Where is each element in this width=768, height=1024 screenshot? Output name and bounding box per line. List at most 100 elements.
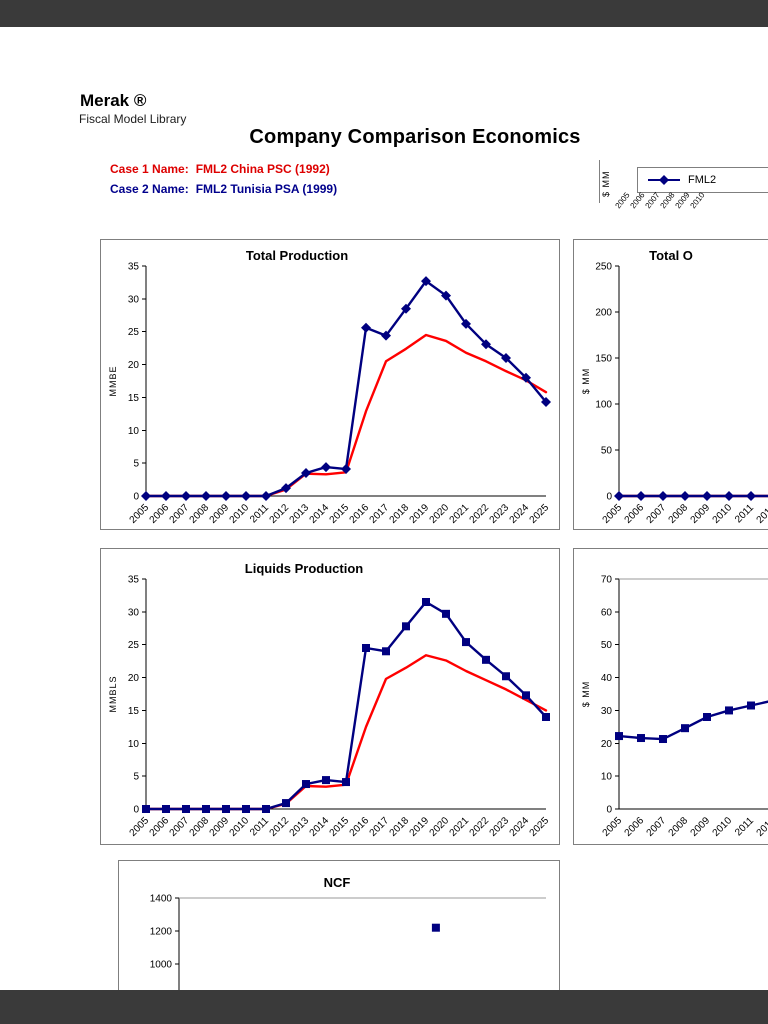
svg-text:70: 70 bbox=[601, 575, 613, 586]
svg-text:2005: 2005 bbox=[128, 815, 152, 839]
svg-text:2006: 2006 bbox=[148, 502, 172, 526]
svg-text:2008: 2008 bbox=[188, 815, 212, 839]
svg-text:2010: 2010 bbox=[711, 815, 735, 839]
svg-text:50: 50 bbox=[601, 640, 613, 651]
chart-svg: Total ProductionMMBE05101520253035200520… bbox=[108, 248, 552, 526]
legend-box: FML2 bbox=[637, 167, 768, 193]
svg-text:2020: 2020 bbox=[428, 815, 452, 839]
svg-text:2011: 2011 bbox=[733, 815, 756, 838]
svg-text:30: 30 bbox=[601, 706, 613, 717]
svg-text:10: 10 bbox=[601, 772, 613, 783]
svg-text:2017: 2017 bbox=[368, 502, 392, 526]
svg-text:2012: 2012 bbox=[755, 502, 768, 526]
svg-text:20: 20 bbox=[128, 673, 140, 684]
case2-row: Case 2 Name: FML2 Tunisia PSA (1999) bbox=[110, 182, 337, 196]
svg-text:2005: 2005 bbox=[601, 815, 625, 839]
case1-label: Case 1 Name: bbox=[110, 162, 189, 176]
chart-total-production: Total Production MMBE 0 5 10 15 20 25 30 35 2005 20… bbox=[100, 239, 560, 530]
svg-text:2005: 2005 bbox=[601, 502, 625, 526]
svg-text:2020: 2020 bbox=[428, 502, 452, 526]
svg-text:5: 5 bbox=[133, 772, 139, 783]
svg-text:2006: 2006 bbox=[623, 502, 647, 526]
svg-text:2012: 2012 bbox=[755, 815, 768, 839]
svg-text:150: 150 bbox=[595, 354, 612, 365]
svg-text:250: 250 bbox=[595, 262, 612, 273]
svg-text:20: 20 bbox=[128, 360, 140, 371]
svg-text:30: 30 bbox=[128, 294, 140, 305]
svg-text:25: 25 bbox=[128, 327, 140, 338]
svg-text:$ MM: $ MM bbox=[581, 368, 591, 395]
svg-text:2010: 2010 bbox=[228, 815, 252, 839]
legend-fragment-xticks: 2005 2006 2007 2008 2009 2010 bbox=[613, 190, 768, 222]
svg-text:2024: 2024 bbox=[508, 502, 532, 526]
case1-value: FML2 China PSC (1992) bbox=[195, 162, 330, 176]
svg-text:2023: 2023 bbox=[488, 502, 512, 526]
chart-svg: $ MM010203040506070200520062007200820092… bbox=[581, 575, 768, 839]
legend-fragment-ylabel: $ MM bbox=[601, 170, 611, 198]
svg-text:2008: 2008 bbox=[667, 502, 691, 526]
svg-text:10: 10 bbox=[128, 739, 140, 750]
svg-text:2014: 2014 bbox=[308, 815, 332, 839]
svg-text:0: 0 bbox=[133, 492, 139, 503]
svg-text:2011: 2011 bbox=[248, 815, 271, 838]
case2-label: Case 2 Name: bbox=[110, 182, 189, 196]
svg-text:1200: 1200 bbox=[150, 927, 173, 938]
svg-text:2022: 2022 bbox=[468, 502, 492, 526]
legend-fragment-xtick: 2010 bbox=[688, 190, 707, 211]
svg-text:2016: 2016 bbox=[348, 502, 372, 526]
chart-right-cropped: $ MM 0 10 20 30 40 50 60 70 2005 2006 2007 2008 2009 2… bbox=[573, 548, 768, 845]
svg-text:Liquids Production: Liquids Production bbox=[245, 561, 363, 576]
svg-text:1000: 1000 bbox=[150, 960, 173, 971]
svg-text:2013: 2013 bbox=[288, 815, 312, 839]
svg-text:0: 0 bbox=[606, 492, 612, 503]
svg-text:MMBE: MMBE bbox=[108, 366, 118, 397]
svg-text:15: 15 bbox=[128, 706, 140, 717]
chart-total-o-cropped: Total O $ MM 0 50 100 150 200 250 2005 2006 2007 20… bbox=[573, 239, 768, 530]
legend-fragment-xtick: 2006 bbox=[628, 190, 647, 211]
svg-text:2023: 2023 bbox=[488, 815, 512, 839]
svg-text:0: 0 bbox=[133, 805, 139, 816]
legend-fragment-axis-line bbox=[599, 160, 600, 203]
case1-row: Case 1 Name: FML2 China PSC (1992) bbox=[110, 162, 330, 176]
top-chrome-bar bbox=[0, 0, 768, 27]
svg-text:25: 25 bbox=[128, 640, 140, 651]
legend-fragment-xtick: 2005 bbox=[613, 190, 632, 211]
svg-text:2025: 2025 bbox=[528, 502, 552, 526]
svg-text:0: 0 bbox=[606, 805, 612, 816]
svg-text:2006: 2006 bbox=[623, 815, 647, 839]
svg-text:2015: 2015 bbox=[328, 815, 352, 839]
svg-text:2019: 2019 bbox=[408, 502, 432, 526]
svg-text:1400: 1400 bbox=[150, 894, 173, 905]
legend-series-marker-icon bbox=[648, 175, 680, 185]
svg-text:30: 30 bbox=[128, 607, 140, 618]
svg-text:2009: 2009 bbox=[208, 502, 232, 526]
legend-fragment-xtick: 2008 bbox=[658, 190, 677, 211]
svg-text:2016: 2016 bbox=[348, 815, 372, 839]
svg-text:40: 40 bbox=[601, 673, 613, 684]
svg-text:Total O: Total O bbox=[649, 248, 693, 263]
svg-text:2022: 2022 bbox=[468, 815, 492, 839]
svg-text:2012: 2012 bbox=[268, 815, 292, 839]
svg-text:60: 60 bbox=[601, 607, 613, 618]
svg-text:35: 35 bbox=[128, 262, 140, 273]
svg-text:2024: 2024 bbox=[508, 815, 532, 839]
svg-text:2021: 2021 bbox=[448, 815, 472, 839]
svg-text:2007: 2007 bbox=[168, 815, 192, 839]
svg-text:15: 15 bbox=[128, 393, 140, 404]
svg-text:Total Production: Total Production bbox=[246, 248, 348, 263]
svg-text:2010: 2010 bbox=[228, 502, 252, 526]
svg-text:2010: 2010 bbox=[711, 502, 735, 526]
svg-text:2025: 2025 bbox=[528, 815, 552, 839]
svg-text:2007: 2007 bbox=[645, 502, 669, 526]
svg-text:2018: 2018 bbox=[388, 502, 412, 526]
chart-liquids-production: Liquids Production MMBLS 0 5 10 15 20 25 30 35 200… bbox=[100, 548, 560, 845]
page-title: Company Comparison Economics bbox=[249, 126, 581, 148]
svg-text:10: 10 bbox=[128, 426, 140, 437]
svg-text:2014: 2014 bbox=[308, 502, 332, 526]
svg-text:2019: 2019 bbox=[408, 815, 432, 839]
svg-text:2011: 2011 bbox=[733, 502, 756, 525]
svg-text:2009: 2009 bbox=[689, 815, 713, 839]
chart-svg: Liquids ProductionMMBLS05101520253035200… bbox=[108, 561, 552, 839]
svg-text:$ MM: $ MM bbox=[581, 681, 591, 708]
svg-text:NCF: NCF bbox=[324, 875, 351, 890]
